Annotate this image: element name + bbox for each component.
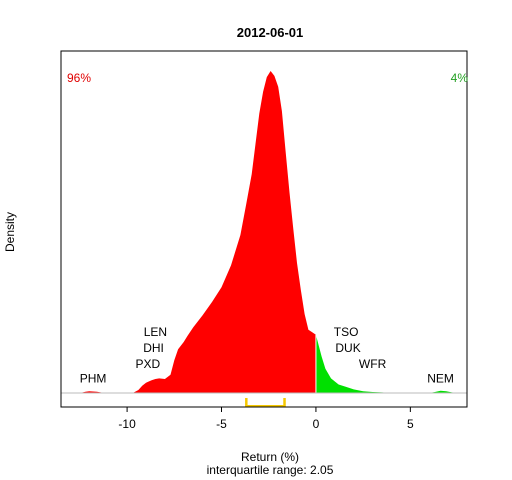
positive-share-label: 4%: [451, 71, 469, 85]
stock-label: TSO: [334, 325, 359, 339]
plot-frame: [60, 50, 468, 408]
stock-label: PXD: [136, 357, 161, 371]
stock-label: NEM: [427, 371, 454, 385]
iqr-subtitle: interquartile range: 2.05: [207, 463, 334, 477]
iqr-cap-left: [245, 398, 248, 407]
stock-label: DUK: [335, 341, 360, 355]
stock-label: WFR: [359, 357, 387, 371]
negative-share-label: 96%: [67, 71, 91, 85]
chart-title: 2012-06-01: [237, 25, 304, 40]
x-tick-label: 5: [407, 417, 414, 431]
density-areas: [70, 71, 458, 393]
positive-area: [315, 334, 458, 393]
x-axis-label: Return (%): [241, 450, 299, 464]
stock-label: PHM: [80, 371, 107, 385]
x-tick-label: -10: [118, 417, 136, 431]
y-axis-label: Density: [3, 212, 17, 252]
x-tick-label: 0: [313, 417, 320, 431]
negative-area: [70, 71, 316, 393]
stock-label: DHI: [143, 341, 164, 355]
x-tick-label: -5: [216, 417, 227, 431]
stock-labels: PHM LEN DHI PXD TSO DUK WFR NEM: [80, 325, 454, 385]
iqr-bar: [246, 405, 285, 408]
stock-label: LEN: [144, 325, 167, 339]
iqr-cap-right: [283, 398, 286, 407]
x-axis: -10 -5 0 5: [118, 407, 414, 431]
